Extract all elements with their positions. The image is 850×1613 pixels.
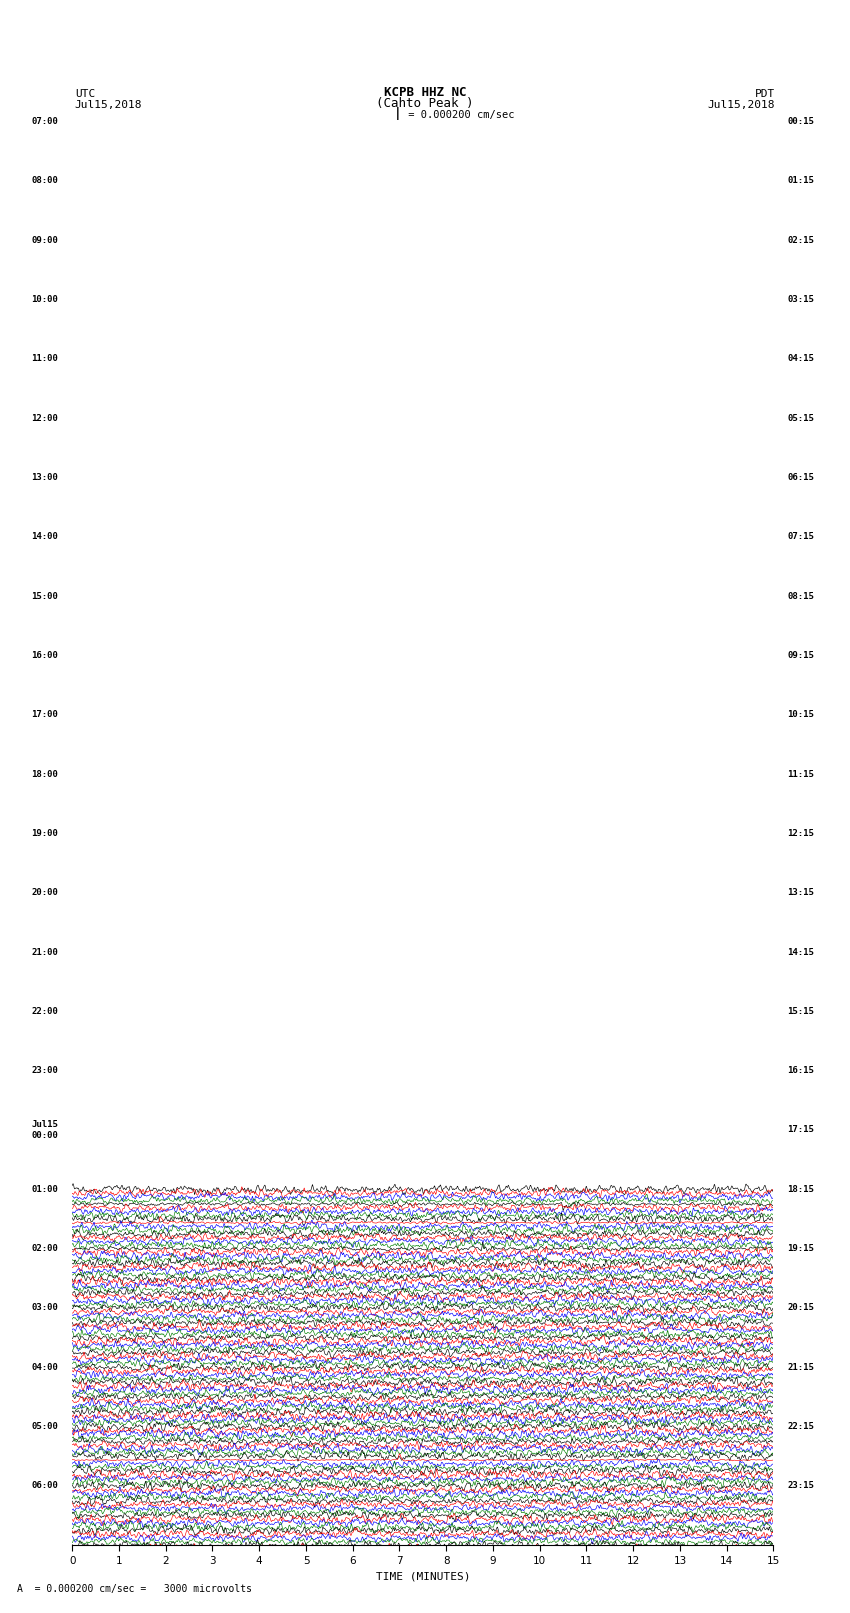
Text: 18:00: 18:00	[31, 769, 58, 779]
Text: 19:15: 19:15	[787, 1244, 814, 1253]
Text: 07:00: 07:00	[31, 118, 58, 126]
Text: 14:00: 14:00	[31, 532, 58, 542]
Text: 12:15: 12:15	[787, 829, 814, 837]
Text: 11:15: 11:15	[787, 769, 814, 779]
Text: 21:15: 21:15	[787, 1363, 814, 1371]
Text: |: |	[394, 106, 401, 121]
Text: UTC: UTC	[75, 89, 95, 100]
Text: 17:15: 17:15	[787, 1126, 814, 1134]
Text: 04:00: 04:00	[31, 1363, 58, 1371]
Text: A  = 0.000200 cm/sec =   3000 microvolts: A = 0.000200 cm/sec = 3000 microvolts	[17, 1584, 252, 1594]
Text: 03:15: 03:15	[787, 295, 814, 303]
Text: 00:15: 00:15	[787, 118, 814, 126]
Text: 10:15: 10:15	[787, 710, 814, 719]
Text: 06:15: 06:15	[787, 473, 814, 482]
Text: 14:15: 14:15	[787, 947, 814, 957]
Text: 02:00: 02:00	[31, 1244, 58, 1253]
Text: KCPB HHZ NC: KCPB HHZ NC	[383, 85, 467, 100]
Text: 20:00: 20:00	[31, 889, 58, 897]
Text: 23:15: 23:15	[787, 1481, 814, 1490]
Text: 04:15: 04:15	[787, 355, 814, 363]
Text: PDT: PDT	[755, 89, 775, 100]
Text: 01:00: 01:00	[31, 1186, 58, 1194]
Text: 08:00: 08:00	[31, 176, 58, 185]
Text: 20:15: 20:15	[787, 1303, 814, 1313]
Text: 11:00: 11:00	[31, 355, 58, 363]
Text: 03:00: 03:00	[31, 1303, 58, 1313]
Text: 09:00: 09:00	[31, 235, 58, 245]
Text: 07:15: 07:15	[787, 532, 814, 542]
Text: Jul15
00:00: Jul15 00:00	[31, 1121, 58, 1140]
Text: 02:15: 02:15	[787, 235, 814, 245]
Text: 13:00: 13:00	[31, 473, 58, 482]
Text: 21:00: 21:00	[31, 947, 58, 957]
Text: 17:00: 17:00	[31, 710, 58, 719]
Text: (Cahto Peak ): (Cahto Peak )	[377, 97, 473, 110]
Text: Jul15,2018: Jul15,2018	[75, 100, 142, 110]
Text: 22:00: 22:00	[31, 1007, 58, 1016]
Text: 15:00: 15:00	[31, 592, 58, 600]
Text: 01:15: 01:15	[787, 176, 814, 185]
Text: 09:15: 09:15	[787, 652, 814, 660]
Text: 15:15: 15:15	[787, 1007, 814, 1016]
Text: Jul15,2018: Jul15,2018	[708, 100, 775, 110]
Text: 12:00: 12:00	[31, 413, 58, 423]
Text: 05:00: 05:00	[31, 1423, 58, 1431]
Text: 08:15: 08:15	[787, 592, 814, 600]
Text: 06:00: 06:00	[31, 1481, 58, 1490]
Text: 16:00: 16:00	[31, 652, 58, 660]
Text: 05:15: 05:15	[787, 413, 814, 423]
Text: 16:15: 16:15	[787, 1066, 814, 1076]
Text: = 0.000200 cm/sec: = 0.000200 cm/sec	[402, 110, 514, 121]
Text: 13:15: 13:15	[787, 889, 814, 897]
Text: 23:00: 23:00	[31, 1066, 58, 1076]
Text: 10:00: 10:00	[31, 295, 58, 303]
X-axis label: TIME (MINUTES): TIME (MINUTES)	[376, 1571, 470, 1581]
Text: 19:00: 19:00	[31, 829, 58, 837]
Text: 22:15: 22:15	[787, 1423, 814, 1431]
Text: 18:15: 18:15	[787, 1186, 814, 1194]
